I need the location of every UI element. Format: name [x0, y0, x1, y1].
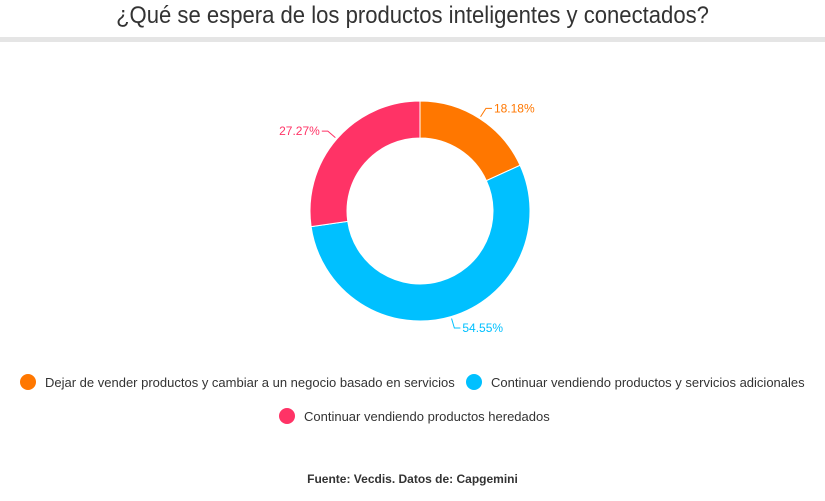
legend-marker: [20, 374, 36, 390]
title-divider: [0, 37, 825, 42]
label-leader-line: [480, 107, 492, 118]
legend-label: Continuar vendiendo productos y servicio…: [491, 374, 805, 390]
legend-label: Continuar vendiendo productos heredados: [304, 408, 550, 424]
source-note: Fuente: Vecdis. Datos de: Capgemini: [307, 472, 518, 486]
data-label-2: 27.27%: [279, 124, 320, 138]
label-leader-line: [321, 130, 336, 139]
data-label-1: 54.55%: [462, 321, 503, 335]
legend-marker: [466, 374, 482, 390]
legend-label: Dejar de vender productos y cambiar a un…: [45, 374, 455, 390]
data-label-0: 18.18%: [494, 101, 535, 115]
legend-item-1[interactable]: Continuar vendiendo productos y servicio…: [466, 374, 805, 390]
legend-item-0[interactable]: Dejar de vender productos y cambiar a un…: [20, 374, 455, 390]
legend-marker: [279, 408, 295, 424]
donut-slice-2[interactable]: [309, 100, 421, 228]
legend-item-2[interactable]: Continuar vendiendo productos heredados: [279, 408, 550, 424]
chart-title: ¿Qué se espera de los productos intelige…: [116, 2, 709, 29]
label-leader-line: [451, 318, 461, 329]
donut-slice-1[interactable]: [310, 164, 531, 322]
